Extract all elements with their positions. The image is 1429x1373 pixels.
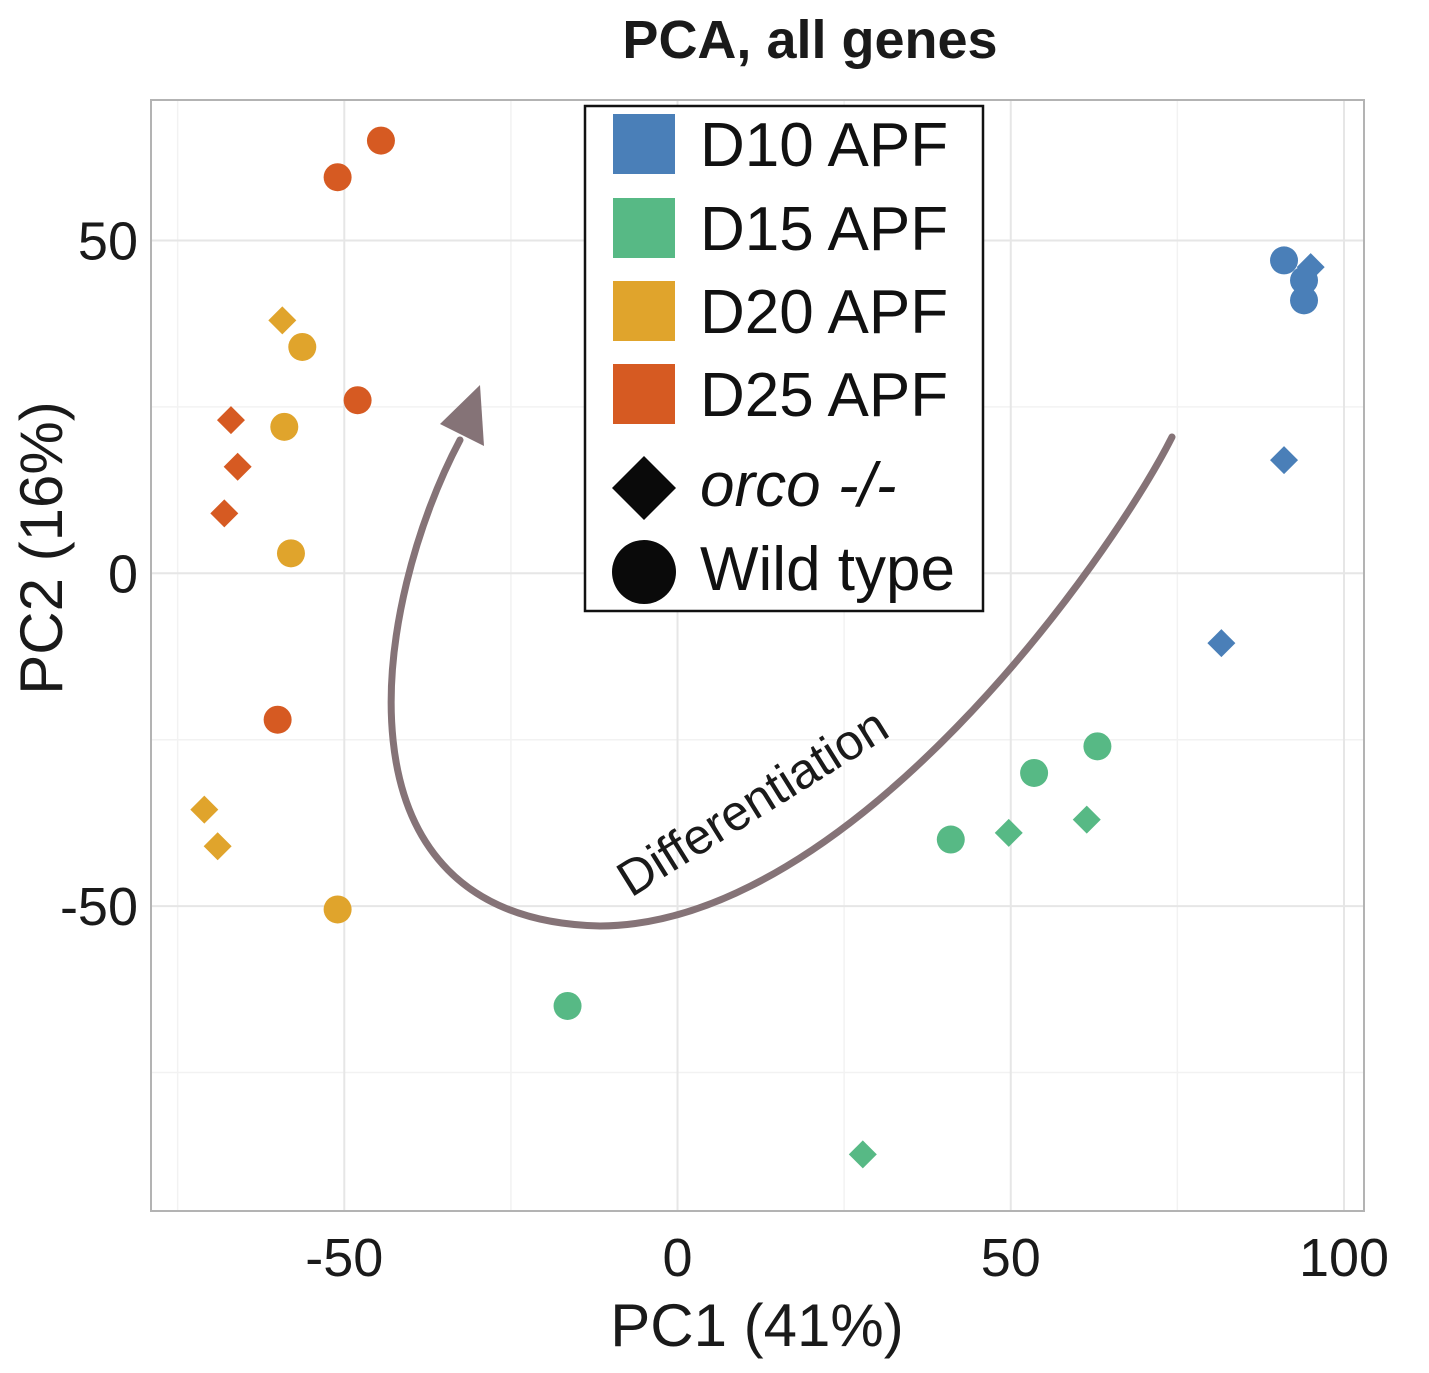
point-d20-apf-wildtype xyxy=(323,895,352,924)
point-d25-apf-wildtype xyxy=(263,705,292,734)
x-tick-label: -50 xyxy=(305,1228,383,1288)
data-points xyxy=(190,126,1325,1169)
y-tick-label: 50 xyxy=(78,211,138,271)
chart-title: PCA, all genes xyxy=(622,10,997,70)
y-tick-label: 0 xyxy=(108,544,138,604)
legend-key-circle-icon xyxy=(612,540,676,604)
point-d10-apf-orco xyxy=(1207,629,1236,658)
point-d15-apf-orco xyxy=(848,1140,877,1169)
y-axis-label: PC2 (16%) xyxy=(8,401,75,694)
x-tick-label: 0 xyxy=(662,1228,692,1288)
point-d20-apf-orco xyxy=(203,832,232,861)
point-d25-apf-wildtype xyxy=(323,163,352,192)
point-d10-apf-wildtype xyxy=(1270,246,1299,275)
legend-key-d25 xyxy=(613,364,675,424)
point-d20-apf-orco xyxy=(190,795,219,824)
x-axis: -50 0 50 100 xyxy=(305,1228,1389,1288)
x-tick-label: 100 xyxy=(1299,1228,1389,1288)
legend-key-d10 xyxy=(613,114,675,174)
point-d15-apf-wildtype xyxy=(1020,758,1049,787)
point-d25-apf-orco xyxy=(223,452,252,481)
x-axis-label: PC1 (41%) xyxy=(610,1292,903,1359)
point-d20-apf-wildtype xyxy=(270,412,299,441)
point-d15-apf-wildtype xyxy=(936,825,965,854)
legend-label-d10: D10 APF xyxy=(700,111,948,180)
point-d25-apf-orco xyxy=(210,499,239,528)
legend-key-d15 xyxy=(613,198,675,258)
point-d25-apf-wildtype xyxy=(343,386,372,415)
x-tick-label: 50 xyxy=(981,1228,1041,1288)
legend-label-orco: orco -/- xyxy=(700,451,896,520)
y-axis: -50 0 50 xyxy=(60,211,138,937)
differentiation-arrowhead xyxy=(440,385,484,446)
legend-label-d25: D25 APF xyxy=(700,361,948,430)
point-d20-apf-wildtype xyxy=(276,539,305,568)
legend-label-d15: D15 APF xyxy=(700,195,948,264)
point-d25-apf-wildtype xyxy=(366,126,395,155)
point-d15-apf-wildtype xyxy=(1083,732,1112,761)
point-d10-apf-wildtype xyxy=(1290,286,1319,315)
y-tick-label: -50 xyxy=(60,877,138,937)
point-d25-apf-orco xyxy=(216,406,245,435)
legend: D10 APF D15 APF D20 APF D25 APF orco -/-… xyxy=(583,104,985,613)
point-d15-apf-wildtype xyxy=(553,991,582,1020)
differentiation-arrow-curve xyxy=(387,433,1176,930)
point-d10-apf-orco xyxy=(1270,446,1299,475)
point-d10-apf-orco xyxy=(1296,253,1325,282)
point-d20-apf-orco xyxy=(268,306,297,335)
legend-label-d20: D20 APF xyxy=(700,278,948,347)
legend-box xyxy=(583,104,985,613)
plot-border xyxy=(150,99,1365,1212)
legend-key-d20 xyxy=(613,281,675,341)
point-d15-apf-orco xyxy=(1072,805,1101,834)
point-d15-apf-orco xyxy=(994,818,1023,847)
point-d20-apf-wildtype xyxy=(288,332,317,361)
legend-label-wildtype: Wild type xyxy=(700,535,955,604)
legend-key-diamond-icon xyxy=(612,456,676,520)
